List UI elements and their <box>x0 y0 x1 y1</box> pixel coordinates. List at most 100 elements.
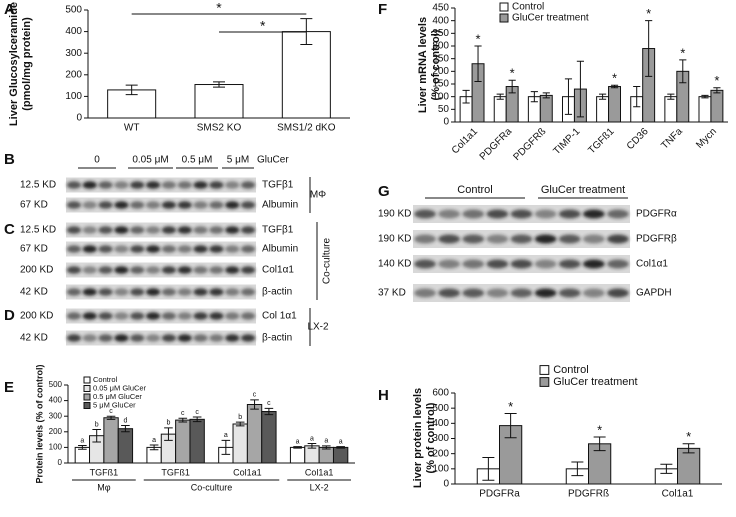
y-tick-label: 400 <box>432 15 449 26</box>
blot-band <box>438 209 461 219</box>
lane-label: GluCer treatment <box>541 184 625 196</box>
blot-band <box>145 288 161 296</box>
blot-band <box>558 288 581 298</box>
blot-band <box>82 334 97 342</box>
y-tick-label: 100 <box>432 463 449 474</box>
blot-band <box>66 312 82 320</box>
x-tick-label: Col1a1 <box>305 467 334 477</box>
panel-letter: E <box>4 379 14 396</box>
significance-label: * <box>597 422 602 437</box>
blot-band <box>225 226 240 234</box>
error-bar <box>496 93 504 100</box>
error-bar <box>633 86 641 108</box>
blot-band <box>240 245 256 253</box>
blot-band <box>98 226 113 234</box>
blot-band <box>145 201 161 209</box>
blot-band <box>82 288 97 296</box>
blot-band <box>82 312 97 320</box>
blot-band <box>66 334 82 342</box>
blot-band <box>114 312 129 320</box>
error-bar <box>178 417 188 423</box>
significance-label: * <box>680 45 685 60</box>
legend-label: 0.05 μM GluCer <box>93 383 147 392</box>
x-tick-label: Col1a1 <box>233 467 262 477</box>
blot-band <box>582 288 605 298</box>
y-tick-label: 100 <box>49 443 63 452</box>
blot-band <box>438 234 461 244</box>
y-tick-label: 600 <box>432 388 449 399</box>
error-bar <box>78 445 87 450</box>
blot-band <box>161 334 177 342</box>
y-tick-label: 300 <box>432 41 449 52</box>
blot-band <box>225 201 240 209</box>
x-tick-label: SMS2 KO <box>197 123 242 134</box>
error-bar <box>571 461 584 477</box>
bar <box>698 96 712 123</box>
blot-band <box>486 288 509 298</box>
error-bar <box>645 20 653 77</box>
blot-band <box>438 288 461 298</box>
bar <box>103 417 119 464</box>
cell-label: LX-2 <box>307 322 329 333</box>
legend-label: GluCer treatment <box>512 13 589 24</box>
y-tick-label: 100 <box>65 91 82 102</box>
significance-label: * <box>476 31 481 46</box>
y-tick-label: 0 <box>76 113 82 124</box>
panel-letter: D <box>4 307 15 324</box>
blot-band <box>66 201 82 209</box>
y-tick-label: 500 <box>49 380 63 389</box>
blot-band <box>161 266 177 274</box>
protein-label: β-actin <box>262 287 292 298</box>
blot-band <box>82 266 97 274</box>
y-tick-label: 100 <box>432 91 449 102</box>
blot-band <box>209 245 224 253</box>
blot-band <box>130 288 145 296</box>
blot-background <box>66 177 256 193</box>
legend-swatch <box>83 393 91 401</box>
lane-label: 0.5 μM <box>182 155 213 166</box>
legend-label: 0.5 μM GluCer <box>93 392 142 401</box>
y-tick-label: 500 <box>432 403 449 414</box>
bar <box>289 446 306 464</box>
blot-band <box>510 209 533 219</box>
blot-band <box>66 181 82 189</box>
y-tick-label: 0 <box>443 117 449 128</box>
legend-swatch <box>499 2 509 12</box>
significance-label: * <box>686 429 691 444</box>
protein-label: PDGFRα <box>636 209 677 220</box>
blot-band <box>161 226 177 234</box>
blot-band <box>558 209 581 219</box>
group-label: Mφ <box>97 482 110 492</box>
kd-label: 37 KD <box>378 288 406 299</box>
blot-band <box>558 234 581 244</box>
y-tick-label: 500 <box>65 5 82 16</box>
blot-background <box>66 284 256 300</box>
bar <box>332 446 349 464</box>
significance-label: a <box>324 438 328 445</box>
blot-band <box>209 288 224 296</box>
kd-label: 42 KD <box>20 287 48 298</box>
blot-band <box>66 266 82 274</box>
blot-band <box>82 201 97 209</box>
bar <box>493 96 507 123</box>
protein-label: PDGFRβ <box>636 234 677 245</box>
blot-band <box>177 245 192 253</box>
kd-label: 190 KD <box>378 234 411 245</box>
blot-band <box>82 245 97 253</box>
blot-band <box>240 226 256 234</box>
error-bar <box>576 60 584 118</box>
blot-band <box>177 201 192 209</box>
blot-band <box>161 181 177 189</box>
blot-band <box>193 226 208 234</box>
significance-label: d <box>123 417 127 424</box>
blot-band <box>534 209 557 219</box>
panel-letter: B <box>4 151 15 168</box>
blot-band <box>130 334 145 342</box>
blot-background <box>66 197 256 213</box>
significance-label: a <box>296 438 300 445</box>
significance-label: a <box>80 437 84 444</box>
significance-label: c <box>181 410 185 417</box>
blot-band <box>130 312 145 320</box>
significance-label: * <box>646 6 651 21</box>
